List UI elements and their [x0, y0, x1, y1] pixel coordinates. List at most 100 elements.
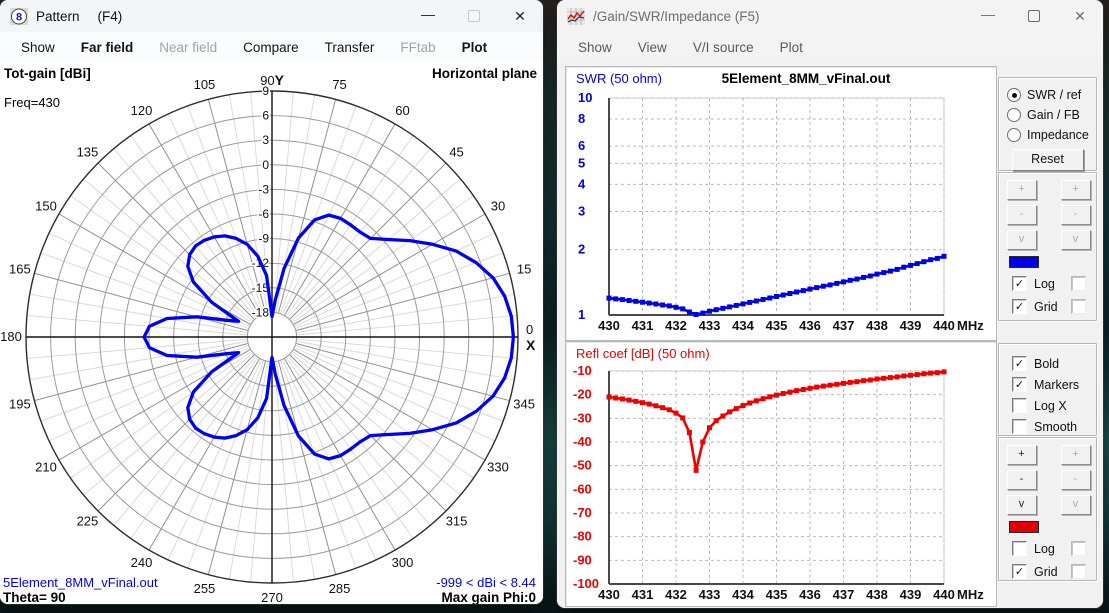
- svg-text:-30: -30: [573, 410, 592, 425]
- svg-text:2: 2: [578, 242, 585, 257]
- close-button[interactable]: ✕: [1057, 0, 1103, 32]
- svg-text:330: 330: [487, 460, 509, 475]
- svg-text:Refl coef [dB] (50 ohm): Refl coef [dB] (50 ohm): [576, 346, 710, 361]
- menu-item-plot[interactable]: Plot: [779, 39, 803, 55]
- radio-label-swr-ref: SWR / ref: [1027, 88, 1082, 102]
- menu-item-compare[interactable]: Compare: [243, 39, 299, 55]
- checkbox-log-x-display[interactable]: [1012, 398, 1027, 413]
- checkbox-label-log-swr: Log: [1034, 276, 1055, 291]
- button-minus-refl-a[interactable]: -: [1006, 470, 1037, 490]
- button-minus-swr-b: -: [1060, 205, 1091, 225]
- radio-label-gain-fb: Gain / FB: [1027, 108, 1080, 122]
- button-down-refl-a[interactable]: v: [1006, 495, 1037, 515]
- maximize-icon: [468, 10, 480, 22]
- theta-label: Theta= 90: [3, 590, 66, 604]
- svg-text:-80: -80: [573, 529, 592, 544]
- checkbox-row-log-x-display: Log X: [1012, 398, 1096, 413]
- svg-text:300: 300: [392, 555, 414, 570]
- svg-text:430: 430: [598, 318, 620, 333]
- svg-text:75: 75: [332, 77, 346, 92]
- svg-text:440: 440: [933, 587, 955, 602]
- svg-text:435: 435: [766, 587, 788, 602]
- checkbox-label-markers-display: Markers: [1034, 377, 1080, 392]
- checkbox-grid-refl[interactable]: ✓: [1012, 564, 1027, 579]
- pattern-menubar: Show Far field Near field Compare Transfer FF…: [0, 32, 543, 63]
- gain-range-label: -999 < dBi < 8.44: [436, 575, 536, 590]
- menu-item-v-i-source[interactable]: V/I source: [692, 39, 754, 55]
- svg-text:0: 0: [526, 322, 533, 337]
- svg-text:435: 435: [766, 318, 788, 333]
- checkbox-log-swr-secondary: [1071, 276, 1086, 291]
- swr-scale-group: + + - - v v ✓ Log ✓ Grid: [998, 172, 1097, 321]
- svg-text:3: 3: [262, 133, 269, 147]
- svg-text:MHz: MHz: [957, 318, 984, 333]
- maximize-button[interactable]: [1011, 0, 1057, 32]
- pattern-window-title: Pattern: [36, 8, 80, 24]
- minimize-button[interactable]: —: [405, 0, 451, 32]
- svg-text:4: 4: [578, 176, 586, 191]
- menu-item-show[interactable]: Show: [578, 39, 612, 55]
- reset-button[interactable]: Reset: [1011, 149, 1084, 171]
- button-minus-refl-b: -: [1060, 470, 1091, 490]
- menu-item-near-field: Near field: [159, 39, 218, 55]
- menu-item-transfer[interactable]: Transfer: [324, 39, 375, 55]
- swr-trace-color-swatch: [1009, 256, 1039, 268]
- menu-item-show[interactable]: Show: [21, 39, 55, 55]
- svg-text:-50: -50: [573, 458, 592, 473]
- svg-text:270: 270: [261, 590, 283, 604]
- checkbox-markers-display[interactable]: ✓: [1012, 377, 1027, 392]
- svg-text:180: 180: [0, 329, 22, 344]
- minimize-icon: —: [981, 6, 995, 22]
- gain-titlebar[interactable]: /Gain/SWR/Impedance (F5) — ✕: [557, 0, 1103, 32]
- radio-circle-swr-ref[interactable]: [1007, 88, 1021, 102]
- svg-text:60: 60: [395, 103, 409, 118]
- radio-circle-impedance[interactable]: [1007, 128, 1021, 142]
- svg-text:255: 255: [194, 581, 216, 596]
- checkbox-row-log-swr: ✓ Log: [1012, 276, 1096, 291]
- checkbox-smooth-display[interactable]: [1012, 419, 1027, 434]
- radio-gain-fb[interactable]: Gain / FB: [1007, 106, 1096, 124]
- maximize-icon: [1028, 10, 1040, 22]
- checkbox-log-refl[interactable]: [1012, 541, 1027, 556]
- svg-text:-18: -18: [252, 305, 270, 319]
- svg-text:315: 315: [446, 514, 468, 529]
- minimize-button[interactable]: —: [965, 0, 1011, 32]
- refl-coef-chart-panel: Refl coef [dB] (50 ohm) -10 -20 -30 -40 -50 -6…: [565, 341, 997, 607]
- checkbox-grid-swr[interactable]: ✓: [1012, 299, 1027, 314]
- pattern-plot-area: 9 6 3 0 -3 -6 -9 -12 -15 -18 0 X 15 30 45 60 75 90Y 105 120…: [0, 62, 543, 604]
- svg-text:10: 10: [578, 90, 592, 105]
- svg-text:-20: -20: [573, 387, 592, 402]
- gain-window-title: /Gain/SWR/Impedance (F5): [593, 8, 760, 24]
- svg-text:-6: -6: [258, 207, 269, 221]
- svg-text:436: 436: [799, 587, 821, 602]
- menu-item-plot[interactable]: Plot: [461, 39, 488, 55]
- svg-text:439: 439: [900, 587, 922, 602]
- svg-text:195: 195: [9, 397, 31, 412]
- radio-swr-ref[interactable]: SWR / ref: [1007, 86, 1096, 104]
- svg-text:240: 240: [131, 555, 153, 570]
- button-plus-refl-a[interactable]: +: [1006, 445, 1037, 465]
- close-button[interactable]: ✕: [497, 0, 543, 32]
- checkbox-label-bold-display: Bold: [1034, 356, 1060, 371]
- menu-item-view[interactable]: View: [637, 39, 667, 55]
- maximize-button[interactable]: [451, 0, 497, 32]
- swr-chart: SWR (50 ohm) 5Element_8MM_vFinal.out 10 8 6 5…: [576, 71, 984, 333]
- svg-text:345: 345: [513, 397, 535, 412]
- svg-text:8: 8: [578, 111, 585, 126]
- gain-content: SWR (50 ohm) 5Element_8MM_vFinal.out 10 8 6 5…: [557, 62, 1103, 608]
- radio-circle-gain-fb[interactable]: [1007, 108, 1021, 122]
- svg-text:285: 285: [329, 581, 351, 596]
- svg-text:-100: -100: [573, 576, 599, 591]
- close-icon: ✕: [514, 7, 526, 24]
- button-down-refl-b: v: [1060, 495, 1091, 515]
- checkbox-log-swr[interactable]: ✓: [1012, 276, 1027, 291]
- menu-item-far-field[interactable]: Far field: [80, 39, 134, 55]
- checkbox-label-grid-refl: Grid: [1034, 564, 1058, 579]
- frequency-label: Freq=430: [4, 95, 61, 110]
- max-gain-label: Max gain Phi:0: [441, 590, 536, 604]
- pattern-titlebar[interactable]: 8 Pattern (F4) — ✕: [0, 0, 543, 32]
- radio-impedance[interactable]: Impedance: [1007, 126, 1096, 144]
- checkbox-bold-display[interactable]: ✓: [1012, 356, 1027, 371]
- svg-text:-40: -40: [573, 434, 592, 449]
